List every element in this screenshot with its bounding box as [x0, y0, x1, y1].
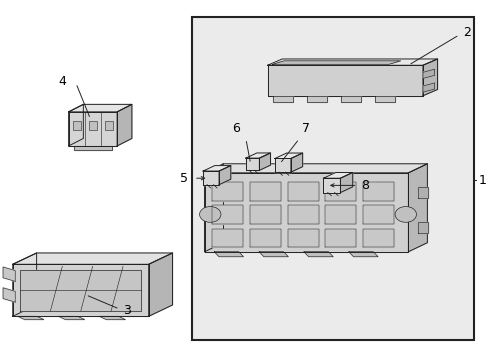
Text: 6: 6 [232, 122, 240, 135]
Polygon shape [13, 253, 172, 264]
Polygon shape [287, 229, 318, 247]
Polygon shape [13, 264, 148, 316]
Text: 2: 2 [462, 27, 470, 40]
Polygon shape [68, 112, 117, 146]
Text: 7: 7 [301, 122, 309, 135]
Polygon shape [211, 229, 243, 247]
Polygon shape [274, 158, 290, 172]
Text: 8: 8 [360, 179, 368, 192]
Polygon shape [272, 61, 400, 64]
Polygon shape [417, 187, 427, 198]
Polygon shape [287, 206, 318, 224]
Text: 1: 1 [478, 174, 486, 186]
Polygon shape [68, 104, 83, 146]
Polygon shape [267, 59, 437, 65]
Polygon shape [348, 252, 377, 257]
Polygon shape [340, 172, 352, 193]
Polygon shape [363, 206, 393, 224]
Text: 4: 4 [58, 75, 66, 88]
Polygon shape [267, 65, 422, 96]
Polygon shape [3, 267, 15, 282]
Polygon shape [290, 153, 302, 172]
Polygon shape [374, 96, 394, 102]
Polygon shape [211, 206, 243, 224]
Bar [73, 121, 81, 130]
Polygon shape [245, 158, 259, 170]
Polygon shape [204, 164, 427, 173]
Polygon shape [407, 164, 427, 252]
Polygon shape [3, 288, 15, 302]
Polygon shape [259, 252, 288, 257]
Polygon shape [219, 166, 230, 185]
Polygon shape [117, 104, 132, 146]
Polygon shape [306, 96, 326, 102]
Polygon shape [325, 229, 356, 247]
Polygon shape [18, 316, 44, 320]
Polygon shape [99, 316, 125, 320]
Polygon shape [304, 252, 332, 257]
Text: 3: 3 [123, 305, 131, 318]
Polygon shape [340, 96, 360, 102]
Polygon shape [422, 69, 434, 78]
Polygon shape [203, 166, 230, 171]
Polygon shape [422, 59, 437, 96]
Polygon shape [325, 182, 356, 201]
Polygon shape [323, 178, 340, 193]
Polygon shape [272, 96, 292, 102]
Polygon shape [245, 153, 270, 158]
Polygon shape [259, 153, 270, 170]
Bar [192, 17, 473, 339]
Text: 5: 5 [179, 172, 187, 185]
Polygon shape [20, 270, 141, 311]
Polygon shape [148, 253, 172, 316]
Circle shape [199, 207, 221, 222]
Bar [105, 121, 113, 130]
Polygon shape [274, 153, 302, 158]
Polygon shape [249, 206, 280, 224]
Polygon shape [325, 206, 356, 224]
Polygon shape [417, 222, 427, 233]
Polygon shape [287, 182, 318, 201]
Circle shape [394, 207, 416, 222]
Polygon shape [422, 83, 434, 92]
Polygon shape [249, 229, 280, 247]
Polygon shape [73, 146, 112, 150]
Polygon shape [13, 253, 37, 316]
Polygon shape [363, 229, 393, 247]
Polygon shape [214, 252, 243, 257]
Polygon shape [68, 104, 132, 112]
Polygon shape [211, 182, 243, 201]
Polygon shape [323, 172, 352, 178]
Polygon shape [363, 182, 393, 201]
Polygon shape [204, 173, 407, 252]
Polygon shape [203, 171, 219, 185]
Polygon shape [204, 164, 223, 252]
Polygon shape [59, 316, 84, 320]
Polygon shape [249, 182, 280, 201]
Bar [89, 121, 97, 130]
